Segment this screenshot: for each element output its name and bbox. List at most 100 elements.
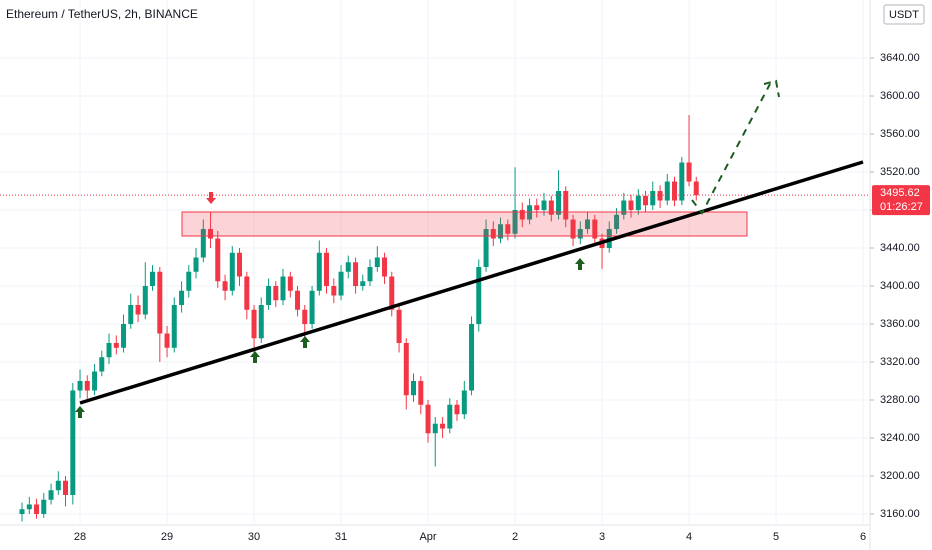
x-tick-label: 29 [161, 531, 173, 543]
last-price-label: 3495.62 [880, 187, 920, 199]
candle-body [244, 276, 250, 310]
currency-badge [883, 4, 925, 25]
candle-body [592, 219, 598, 239]
candle-body [418, 380, 424, 405]
down-arrow [206, 192, 216, 204]
candle-body [316, 252, 322, 291]
candle-body [193, 257, 199, 272]
candle-body [374, 257, 380, 268]
candle-body [200, 229, 206, 258]
candle-body [454, 404, 460, 415]
candle-body [389, 276, 395, 310]
up-arrow [300, 336, 310, 348]
candle-body [519, 210, 525, 220]
last-price-badge [872, 185, 930, 216]
candle-body [106, 343, 112, 358]
candle-body [135, 305, 141, 315]
y-tick-label: 3360.00 [880, 318, 920, 330]
candle-body [258, 305, 264, 339]
candle-body [171, 305, 177, 348]
y-tick-label: 3200.00 [880, 470, 920, 482]
candle-body [251, 309, 257, 339]
candle-body [483, 229, 489, 268]
candle-body [650, 191, 656, 206]
candle-body [679, 162, 685, 201]
y-tick-label: 3560.00 [880, 128, 920, 140]
up-arrow [75, 406, 85, 418]
x-tick-label: Apr [419, 531, 436, 543]
candle-body [179, 290, 185, 306]
projection-path [691, 83, 771, 215]
candle-body [84, 380, 90, 391]
currency-label: USDT [889, 9, 919, 21]
candle-body [440, 423, 446, 429]
candle-body [208, 229, 214, 239]
candle-body [512, 210, 518, 234]
x-tick-label: 5 [773, 531, 779, 543]
candle-body [309, 290, 315, 325]
candle-body [498, 224, 504, 239]
candle-body [55, 480, 61, 491]
candle-body [26, 504, 32, 510]
candle-body [643, 195, 649, 206]
candle-body [345, 262, 351, 272]
y-tick-label: 3160.00 [880, 508, 920, 520]
candle-body [360, 281, 366, 287]
candle-body [121, 324, 127, 348]
x-tick-label: 30 [248, 531, 260, 543]
x-tick-label: 2 [512, 531, 518, 543]
x-tick-label: 6 [860, 531, 866, 543]
candle-body [476, 267, 482, 325]
candle-body [237, 252, 243, 277]
chart-title: Ethereum / TetherUS, 2h, BINANCE [6, 7, 198, 21]
candle-body [48, 490, 54, 500]
candle-body [367, 267, 373, 282]
y-tick-label: 3640.00 [880, 52, 920, 64]
candle-body [628, 200, 634, 211]
candle-body [150, 271, 156, 287]
candle-body [672, 181, 678, 201]
candle-body [222, 281, 228, 291]
candle-body [490, 229, 496, 239]
candle-body [469, 324, 475, 391]
y-tick-label: 3240.00 [880, 432, 920, 444]
resistance-zone [181, 211, 748, 237]
candle-body [287, 276, 293, 291]
candle-body [447, 404, 453, 429]
trend-line [79, 160, 864, 405]
candle-body [63, 480, 69, 495]
candle-body [396, 309, 402, 344]
x-tick-label: 3 [599, 531, 605, 543]
candle-body [280, 276, 286, 301]
candle-body [338, 271, 344, 296]
candle-body [657, 191, 663, 201]
candle-body [215, 238, 221, 282]
candle-body [99, 357, 105, 372]
y-tick-label: 3600.00 [880, 90, 920, 102]
candle-body [461, 390, 467, 415]
candle-body [614, 214, 620, 230]
y-tick-label: 3280.00 [880, 394, 920, 406]
candle-body [113, 343, 119, 348]
candle-body [164, 333, 170, 348]
candle-body [157, 271, 163, 334]
candle-body [556, 191, 562, 215]
candle-body [570, 219, 576, 239]
y-tick-label: 3400.00 [880, 280, 920, 292]
candle-body [403, 343, 409, 396]
candle-body [382, 257, 388, 277]
candle-body [577, 229, 583, 239]
candle-body [425, 404, 431, 434]
up-arrow [250, 351, 260, 363]
y-tick-label: 3320.00 [880, 356, 920, 368]
candle-body [229, 252, 235, 291]
candle-body [635, 195, 641, 211]
candle-body [324, 252, 330, 287]
candle-body [534, 205, 540, 211]
x-tick-label: 4 [686, 531, 692, 543]
y-tick-label: 3520.00 [880, 166, 920, 178]
x-tick-label: 28 [74, 531, 86, 543]
candle-body [686, 162, 692, 182]
